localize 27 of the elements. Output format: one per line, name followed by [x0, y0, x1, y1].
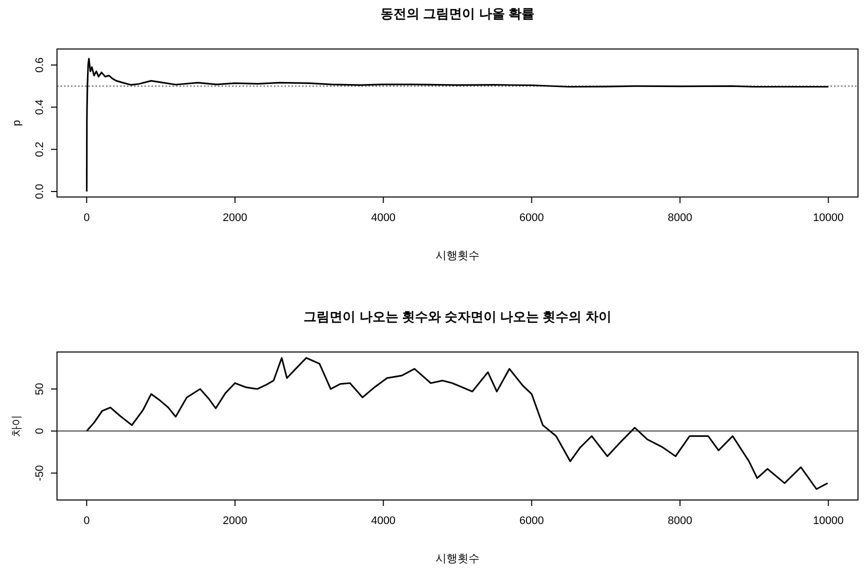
chart-title: 동전의 그림면이 나올 확률 [380, 6, 534, 21]
x-tick-label: 4000 [371, 212, 396, 224]
y-tick-label: 0.6 [34, 57, 46, 73]
y-axis-title: p [11, 120, 23, 126]
y-tick-label: 0.0 [34, 184, 46, 200]
x-tick-label: 2000 [222, 515, 248, 527]
x-tick-label: 10000 [813, 212, 844, 224]
x-tick-label: 8000 [668, 515, 692, 527]
x-tick-label: 0 [84, 212, 90, 224]
x-tick-label: 4000 [371, 515, 396, 527]
y-tick-label: 0 [34, 428, 46, 434]
x-tick-label: 8000 [668, 212, 692, 224]
line-series [86, 357, 828, 490]
line-series [86, 58, 830, 192]
chart-title: 그림면이 나오는 횟수와 숫자면이 나오는 횟수의 차이 [304, 309, 612, 324]
x-tick-label: 6000 [519, 515, 544, 527]
y-tick-label: 0.2 [34, 142, 46, 157]
x-tick-label: 0 [84, 515, 90, 527]
x-axis-title: 시행횟수 [436, 250, 480, 262]
x-tick-label: 10000 [813, 515, 844, 527]
y-tick-label: 50 [34, 382, 46, 396]
y-axis-title: 차이 [11, 415, 23, 437]
y-tick-label: -50 [34, 465, 46, 482]
x-axis-title: 시행횟수 [436, 553, 480, 565]
y-tick-label: 0.4 [34, 100, 46, 115]
x-tick-label: 6000 [519, 212, 544, 224]
x-tick-label: 2000 [222, 212, 248, 224]
